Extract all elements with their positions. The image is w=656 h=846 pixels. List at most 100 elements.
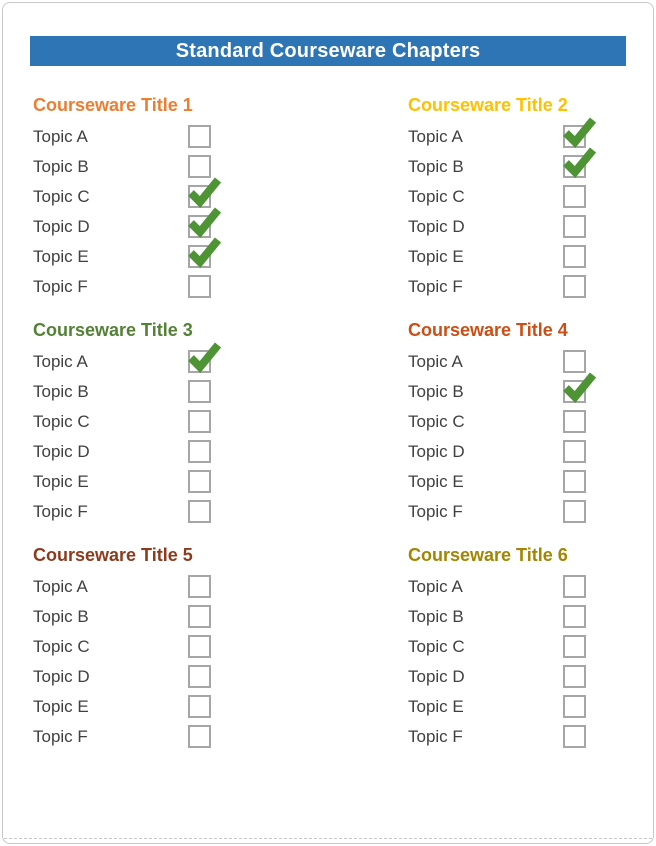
topic-label: Topic E bbox=[33, 472, 89, 491]
topic-checkbox[interactable] bbox=[188, 725, 211, 748]
topic-checkbox[interactable] bbox=[563, 275, 586, 298]
topic-row: Topic D bbox=[33, 662, 295, 692]
topic-row: Topic E bbox=[408, 692, 656, 722]
page-title: Standard Courseware Chapters bbox=[175, 39, 481, 62]
topic-label: Topic B bbox=[408, 607, 464, 626]
topic-checkbox[interactable] bbox=[563, 117, 597, 148]
topic-row: Topic C bbox=[408, 632, 656, 662]
courseware-section: Courseware Title 5 Topic A Topic B Topic… bbox=[33, 543, 295, 752]
topic-label: Topic E bbox=[408, 472, 464, 491]
topic-label: Topic C bbox=[408, 187, 465, 206]
topic-label: Topic D bbox=[33, 442, 90, 461]
topic-label: Topic B bbox=[33, 607, 89, 626]
topic-checkbox[interactable] bbox=[188, 275, 211, 298]
topic-row: Topic B bbox=[408, 602, 656, 632]
topic-checkbox[interactable] bbox=[188, 575, 211, 598]
topic-checkbox[interactable] bbox=[563, 500, 586, 523]
topic-checkbox[interactable] bbox=[563, 185, 586, 208]
topic-row: Topic A bbox=[408, 117, 656, 152]
topic-checkbox[interactable] bbox=[563, 635, 586, 658]
topic-row: Topic F bbox=[33, 272, 295, 302]
topic-row: Topic C bbox=[33, 632, 295, 662]
topic-row: Topic C bbox=[408, 182, 656, 212]
topic-checkbox[interactable] bbox=[563, 147, 597, 178]
topic-checkbox[interactable] bbox=[188, 207, 222, 238]
topic-checkbox[interactable] bbox=[563, 215, 586, 238]
section-title: Courseware Title 4 bbox=[408, 320, 568, 340]
topic-checkbox[interactable] bbox=[563, 665, 586, 688]
topic-label: Topic B bbox=[408, 382, 464, 401]
topic-label: Topic D bbox=[33, 667, 90, 686]
courseware-section: Courseware Title 1 Topic A Topic B Topic… bbox=[33, 93, 295, 302]
topic-label: Topic C bbox=[33, 412, 90, 431]
topic-row: Topic B bbox=[33, 152, 295, 182]
topic-row: Topic E bbox=[33, 237, 295, 272]
topic-label: Topic E bbox=[33, 697, 89, 716]
topic-checkbox[interactable] bbox=[188, 155, 211, 178]
topic-checkbox[interactable] bbox=[188, 342, 222, 373]
topic-checkbox[interactable] bbox=[563, 575, 586, 598]
topic-checkbox[interactable] bbox=[188, 410, 211, 433]
topic-row: Topic F bbox=[33, 497, 295, 527]
topic-row: Topic D bbox=[408, 437, 656, 467]
topic-checkbox[interactable] bbox=[563, 470, 586, 493]
topic-row: Topic A bbox=[33, 342, 295, 377]
topic-checkbox[interactable] bbox=[563, 245, 586, 268]
topic-checkbox[interactable] bbox=[188, 237, 222, 268]
topic-label: Topic C bbox=[33, 187, 90, 206]
topic-label: Topic A bbox=[408, 352, 463, 371]
topic-row: Topic D bbox=[408, 662, 656, 692]
courseware-section: Courseware Title 4 Topic A Topic B Topic… bbox=[408, 318, 656, 527]
header-bar: Standard Courseware Chapters bbox=[30, 36, 626, 66]
topic-label: Topic C bbox=[33, 637, 90, 656]
topic-checkbox[interactable] bbox=[188, 470, 211, 493]
topic-label: Topic F bbox=[33, 277, 88, 296]
topic-label: Topic D bbox=[408, 217, 465, 236]
topic-row: Topic B bbox=[408, 372, 656, 407]
checkmark-icon bbox=[563, 117, 597, 148]
topic-row: Topic F bbox=[408, 272, 656, 302]
topic-label: Topic C bbox=[408, 412, 465, 431]
section-title: Courseware Title 6 bbox=[408, 545, 568, 565]
topic-row: Topic B bbox=[33, 377, 295, 407]
topic-row: Topic C bbox=[33, 177, 295, 212]
topic-checkbox[interactable] bbox=[563, 605, 586, 628]
courseware-section: Courseware Title 6 Topic A Topic B Topic… bbox=[408, 543, 656, 752]
topic-checkbox[interactable] bbox=[563, 410, 586, 433]
topic-row: Topic F bbox=[33, 722, 295, 752]
topic-label: Topic D bbox=[408, 442, 465, 461]
topic-row: Topic E bbox=[408, 467, 656, 497]
topic-row: Topic C bbox=[33, 407, 295, 437]
topic-checkbox[interactable] bbox=[188, 665, 211, 688]
topic-checkbox[interactable] bbox=[188, 440, 211, 463]
topic-checkbox[interactable] bbox=[188, 605, 211, 628]
checkmark-icon bbox=[188, 237, 222, 268]
checkmark-icon bbox=[563, 372, 597, 403]
topic-label: Topic E bbox=[408, 247, 464, 266]
topic-checkbox[interactable] bbox=[563, 695, 586, 718]
section-title: Courseware Title 2 bbox=[408, 95, 568, 115]
topic-checkbox[interactable] bbox=[563, 440, 586, 463]
courseware-section: Courseware Title 3 Topic A Topic B Topic… bbox=[33, 318, 295, 527]
section-title: Courseware Title 5 bbox=[33, 545, 193, 565]
topic-checkbox[interactable] bbox=[563, 725, 586, 748]
topic-row: Topic B bbox=[408, 147, 656, 182]
topic-checkbox[interactable] bbox=[188, 635, 211, 658]
topic-label: Topic C bbox=[408, 637, 465, 656]
topic-row: Topic D bbox=[408, 212, 656, 242]
topic-checkbox[interactable] bbox=[563, 350, 586, 373]
topic-label: Topic F bbox=[408, 277, 463, 296]
topic-checkbox[interactable] bbox=[188, 500, 211, 523]
topic-row: Topic A bbox=[33, 122, 295, 152]
topic-checkbox[interactable] bbox=[188, 380, 211, 403]
checkmark-icon bbox=[188, 207, 222, 238]
topic-checkbox[interactable] bbox=[188, 125, 211, 148]
topic-checkbox[interactable] bbox=[563, 372, 597, 403]
topic-row: Topic F bbox=[408, 722, 656, 752]
topic-row: Topic E bbox=[33, 692, 295, 722]
topic-label: Topic B bbox=[408, 157, 464, 176]
topic-checkbox[interactable] bbox=[188, 695, 211, 718]
topic-label: Topic E bbox=[33, 247, 89, 266]
topic-label: Topic A bbox=[408, 127, 463, 146]
topic-checkbox[interactable] bbox=[188, 177, 222, 208]
